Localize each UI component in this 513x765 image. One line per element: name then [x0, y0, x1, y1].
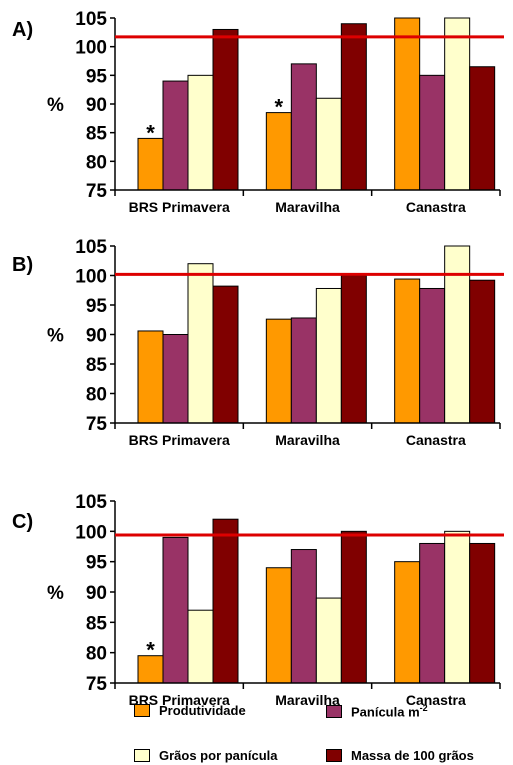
panel-a-annotation: *	[146, 120, 155, 145]
legend: Produtividade Panícula m-2 Grãos por pan…	[130, 701, 510, 765]
panel-a-bar-s2-cat0	[162, 80, 189, 191]
panel-c-bar-s2-cat0	[162, 536, 189, 684]
panel-b-bar-s2-cat0	[162, 334, 189, 424]
panel-c-y-tick-label: 90	[86, 583, 107, 604]
legend-swatch-produtividade	[134, 704, 150, 717]
panel-b-bar-s2-cat2	[419, 287, 446, 424]
panel-b-y-tick-label: 80	[86, 385, 107, 406]
legend-label-panicula: Panícula m-2	[351, 703, 428, 720]
panel-a-label: A)	[12, 19, 33, 41]
panel-c-bar-s4-cat2	[469, 542, 496, 684]
panel-c-y-tick-label: 75	[86, 674, 108, 695]
legend-label-massa: Massa de 100 grãos	[351, 748, 474, 763]
legend-item-graos: Grãos por panícula	[134, 748, 277, 763]
panel-b-x-tick-label: BRS Primavera	[129, 432, 230, 448]
panel-a-bar-s1-cat1	[265, 112, 292, 191]
panel-c-bar-s1-cat2	[394, 561, 421, 684]
panel-c-label: C)	[12, 511, 33, 533]
panel-a-y-tick-label: 85	[86, 124, 108, 145]
panel-b-bar-s3-cat1	[315, 287, 342, 424]
panel-c-y-tick-label: 95	[86, 553, 108, 574]
panel-c-bar-s4-cat0	[212, 518, 239, 684]
panel-c-bar-s4-cat1	[340, 530, 367, 684]
panel-b-y-tick-label: 85	[86, 355, 108, 376]
panel-a-bar-s4-cat2	[469, 66, 496, 191]
panel-c-x-tick-label: Canastra	[406, 692, 466, 708]
panel-c-bar-s2-cat1	[290, 549, 317, 684]
panel-a-bar-s2-cat1	[290, 63, 317, 191]
panel-c-y-tick-label: 105	[75, 492, 107, 513]
panel-a-bar-s3-cat2	[444, 17, 471, 191]
panel-b-y-tick-label: 95	[86, 296, 108, 317]
panel-a-y-axis-label: %	[47, 95, 64, 116]
panel-a-bar-s3-cat0	[187, 74, 214, 191]
panel-b-x-tick-label: Canastra	[406, 432, 466, 448]
panel-a-y-tick-label: 95	[86, 66, 108, 87]
panel-c-annotation: *	[146, 638, 155, 663]
panel-c-bar-s1-cat1	[265, 567, 292, 684]
panel-b-bar-s4-cat0	[212, 285, 239, 424]
panel-b-y-tick-label: 75	[86, 414, 108, 435]
panel-c-bar-s3-cat0	[187, 609, 214, 684]
panel-a-annotation: *	[275, 95, 284, 120]
legend-label-panicula-superscript: -2	[419, 703, 428, 713]
legend-swatch-panicula	[326, 704, 342, 718]
panel-b-bar-s3-cat2	[444, 245, 471, 424]
panel-a-bar-s3-cat1	[315, 97, 342, 191]
panel-a-bar-s4-cat0	[212, 28, 239, 191]
panel-c-bar-s3-cat2	[444, 530, 471, 684]
panel-b-bar-s1-cat1	[265, 318, 292, 424]
panel-b-bar-s1-cat0	[137, 330, 164, 424]
panel-a-bar-s1-cat2	[394, 17, 421, 191]
legend-label-graos: Grãos por panícula	[159, 748, 278, 763]
panel-b-bar-s1-cat2	[394, 278, 421, 424]
panel-b-bar-s4-cat2	[469, 279, 496, 424]
panel-c-bar-s1-cat0	[137, 655, 164, 684]
panel-a-y-tick-label: 75	[86, 181, 108, 202]
panel-a-y-tick-label: 80	[86, 152, 107, 173]
legend-swatch-graos	[134, 749, 150, 762]
panel-b-y-axis-label: %	[47, 326, 64, 347]
panel-b-x-tick-label: Maravilha	[275, 432, 340, 448]
panel-c-bar-s3-cat1	[315, 597, 342, 684]
panel-c-x-tick-label: Maravilha	[275, 692, 340, 708]
panel-b-bar-s3-cat0	[187, 263, 214, 424]
legend-swatch-massa	[326, 749, 342, 762]
legend-label-produtividade: Produtividade	[159, 703, 246, 718]
legend-item-produtividade: Produtividade	[134, 703, 246, 718]
panel-b-y-tick-label: 100	[75, 267, 107, 288]
panel-c-y-tick-label: 85	[86, 613, 108, 634]
panel-a-bar-s2-cat2	[419, 74, 446, 191]
legend-item-panicula: Panícula m-2	[326, 703, 428, 719]
panel-c-y-tick-label: 80	[86, 644, 107, 665]
panel-b-y-tick-label: 105	[75, 237, 107, 258]
panel-a-y-tick-label: 105	[75, 9, 107, 30]
panel-a-x-tick-label: Canastra	[406, 199, 466, 215]
panel-c-y-tick-label: 100	[75, 522, 107, 543]
panel-c-y-axis-label: %	[47, 583, 64, 604]
panel-c-bar-s2-cat2	[419, 542, 446, 684]
panel-a-x-tick-label: BRS Primavera	[129, 199, 230, 215]
panel-a-y-tick-label: 100	[75, 38, 107, 59]
legend-item-massa: Massa de 100 grãos	[326, 748, 474, 763]
panel-b-label: B)	[12, 254, 33, 276]
panel-a-bar-s1-cat0	[137, 137, 164, 191]
panel-a-bar-s4-cat1	[340, 23, 367, 191]
panel-a-x-tick-label: Maravilha	[275, 199, 340, 215]
panel-b-y-tick-label: 90	[86, 326, 107, 347]
panel-b-bar-s4-cat1	[340, 275, 367, 424]
panel-a-y-tick-label: 90	[86, 95, 107, 116]
panel-b-bar-s2-cat1	[290, 317, 317, 424]
panel-c-x-tick-label: BRS Primavera	[129, 692, 230, 708]
